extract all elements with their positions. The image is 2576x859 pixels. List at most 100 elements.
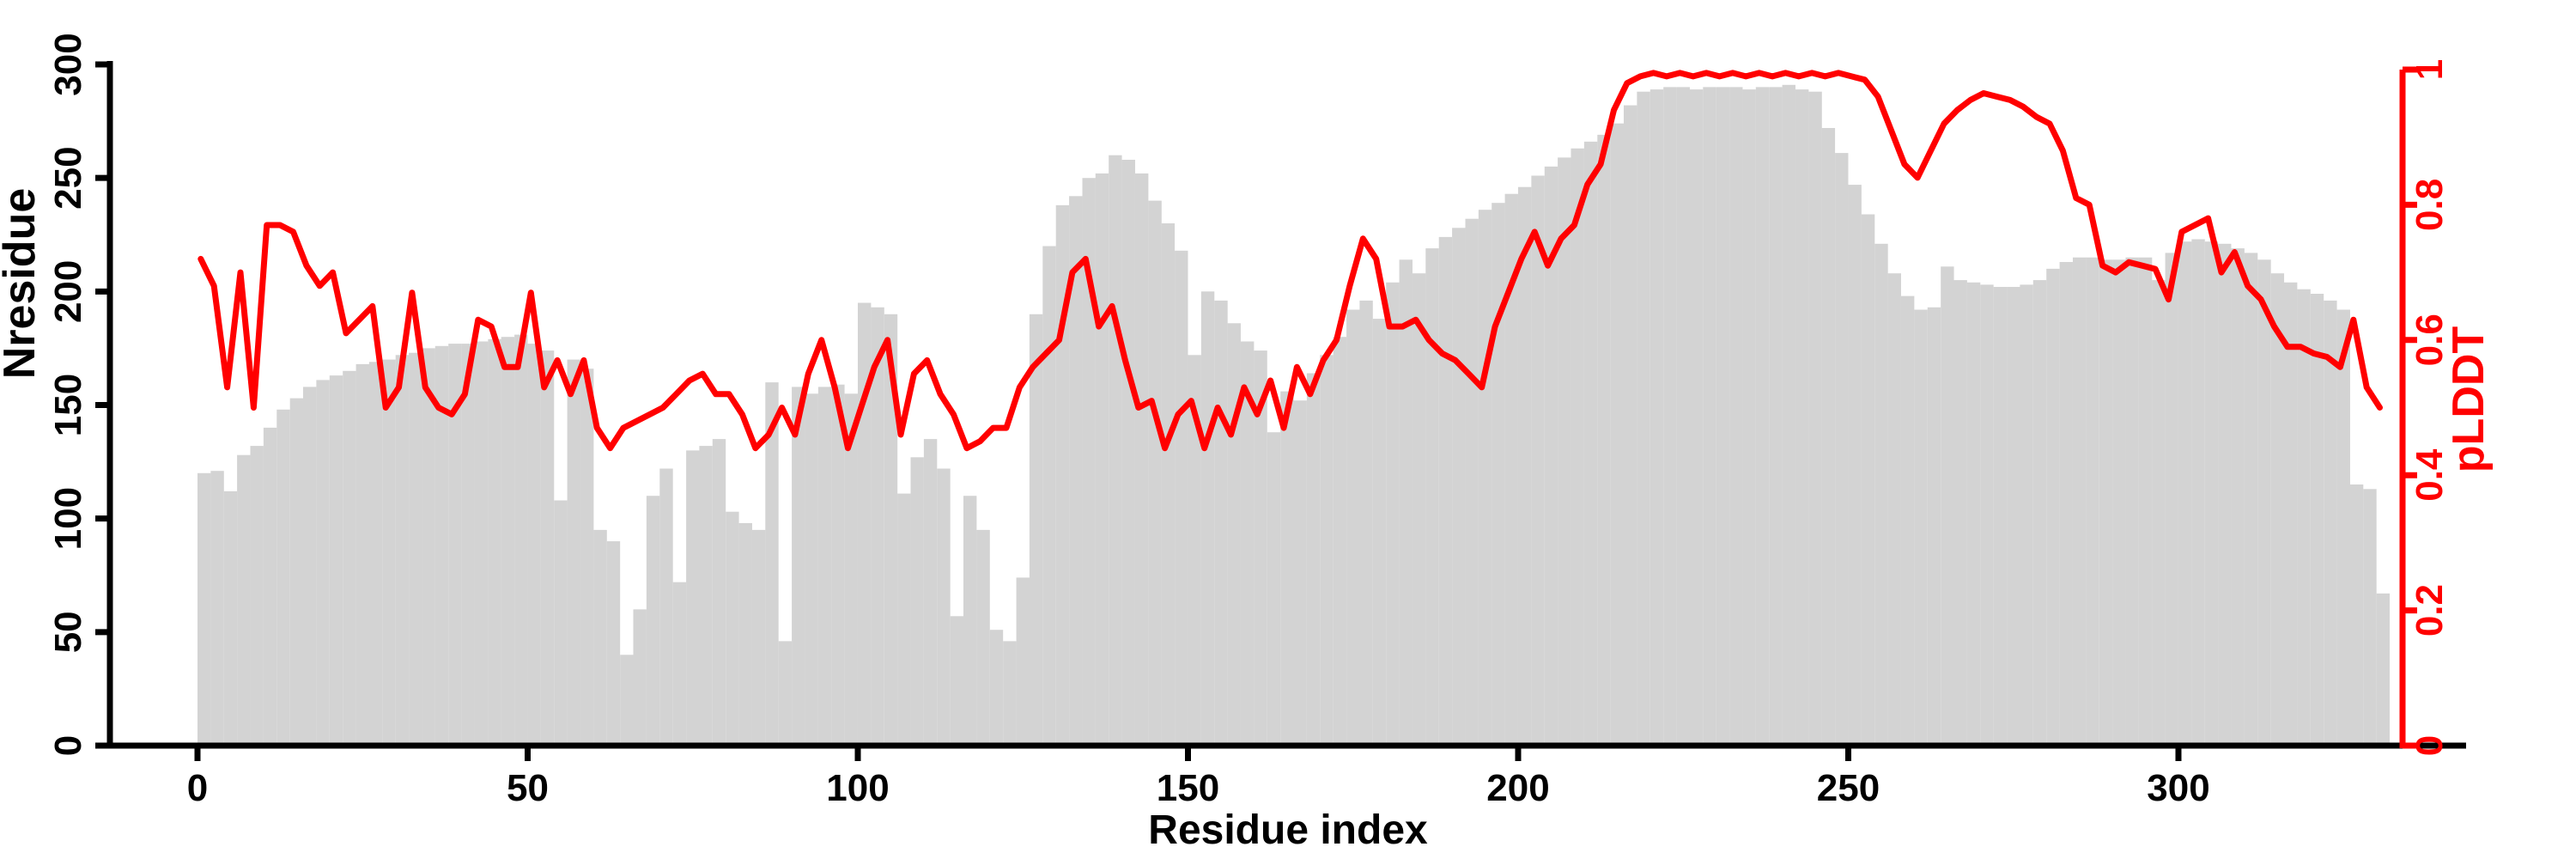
bar — [2152, 280, 2166, 746]
bar — [884, 314, 898, 746]
bar — [2257, 259, 2271, 746]
bar — [1069, 196, 1083, 746]
bar — [2363, 489, 2377, 746]
bar — [1188, 355, 1201, 746]
bar — [1359, 300, 1373, 746]
bar — [1399, 259, 1413, 746]
bar — [1438, 236, 1453, 746]
bar — [686, 450, 700, 746]
bar — [1821, 128, 1836, 746]
bar — [1901, 295, 1915, 746]
bar — [1293, 400, 1307, 746]
bar — [448, 344, 462, 746]
left-axis-tick-label: 300 — [47, 33, 89, 95]
x-axis-tick-label: 250 — [1817, 767, 1880, 809]
bar — [2046, 268, 2060, 746]
x-axis-title: Residue index — [1148, 807, 1428, 853]
bar — [2099, 259, 2113, 746]
bar — [237, 454, 251, 746]
right-axis-tick-label: 1 — [2409, 59, 2451, 80]
bar — [778, 641, 793, 746]
right-axis-tick-label: 0.2 — [2409, 584, 2451, 637]
bar — [1544, 166, 1558, 746]
bar — [2284, 282, 2298, 746]
bar — [672, 582, 687, 746]
x-axis-tick-label: 300 — [2147, 767, 2209, 809]
bar — [817, 387, 832, 746]
bar — [606, 541, 621, 746]
bar — [1386, 282, 1400, 746]
bar — [2270, 273, 2285, 746]
bar — [738, 523, 752, 746]
bar — [355, 363, 369, 746]
bar — [1610, 123, 1625, 746]
bar — [1729, 87, 1743, 746]
bar — [593, 529, 607, 746]
bar — [501, 337, 515, 746]
bar — [2165, 253, 2178, 746]
bar — [527, 344, 541, 746]
bar — [1214, 300, 1228, 746]
right-axis-tick-label: 0 — [2409, 735, 2451, 756]
x-axis-tick-label: 50 — [507, 767, 549, 809]
bar — [1874, 243, 1888, 746]
left-axis-tick-label: 100 — [47, 487, 89, 550]
bar — [1109, 155, 1122, 746]
bar — [395, 355, 410, 746]
bar — [1306, 373, 1321, 746]
bar — [1175, 250, 1188, 746]
bar — [567, 359, 580, 746]
bar — [2191, 239, 2205, 746]
bar — [343, 370, 356, 746]
bar — [2086, 257, 2099, 746]
bar — [2032, 280, 2047, 746]
bar — [646, 496, 660, 746]
bar — [2310, 294, 2324, 746]
bar — [2376, 593, 2391, 746]
bar — [1267, 432, 1281, 746]
bar — [422, 348, 435, 746]
bar — [1095, 173, 1109, 746]
bar — [488, 338, 501, 746]
bar — [1887, 273, 1901, 746]
axes: 0 50 100 150 200 250 300 0 50 100 150 200 250 300 0 0.2… — [47, 33, 2466, 809]
bar — [1082, 178, 1096, 746]
bar — [712, 439, 726, 746]
bar-series-nresidue — [197, 84, 2391, 746]
bar — [1452, 228, 1466, 746]
bar — [1003, 641, 1017, 746]
bar — [1042, 246, 1056, 746]
bar — [223, 490, 238, 746]
bar — [1861, 214, 1875, 746]
bar — [1280, 391, 1294, 746]
bar — [1413, 273, 1426, 746]
bar — [950, 616, 964, 746]
bar — [831, 384, 845, 746]
bar — [1465, 218, 1479, 746]
bar — [382, 359, 396, 746]
bar — [2204, 241, 2219, 746]
bar — [1953, 280, 1967, 746]
bar — [1835, 153, 1849, 746]
bar — [792, 387, 805, 746]
bar — [2336, 309, 2350, 746]
plddt-line — [197, 70, 2383, 452]
bar — [2349, 484, 2364, 746]
bar — [871, 307, 884, 746]
bar — [805, 393, 818, 746]
line-series-plddt — [197, 70, 2383, 452]
bar — [1478, 210, 1492, 746]
bar — [1121, 160, 1135, 746]
bar — [897, 493, 911, 746]
bar — [2059, 262, 2073, 746]
bar — [910, 457, 924, 746]
bar — [1372, 319, 1387, 746]
bar — [1558, 157, 1571, 746]
bar — [540, 350, 555, 746]
bar — [2112, 259, 2126, 746]
bar — [1966, 282, 1981, 746]
left-axis-tick-label: 150 — [47, 374, 89, 436]
bar — [699, 446, 713, 746]
left-axis-tick-label: 250 — [47, 146, 89, 209]
